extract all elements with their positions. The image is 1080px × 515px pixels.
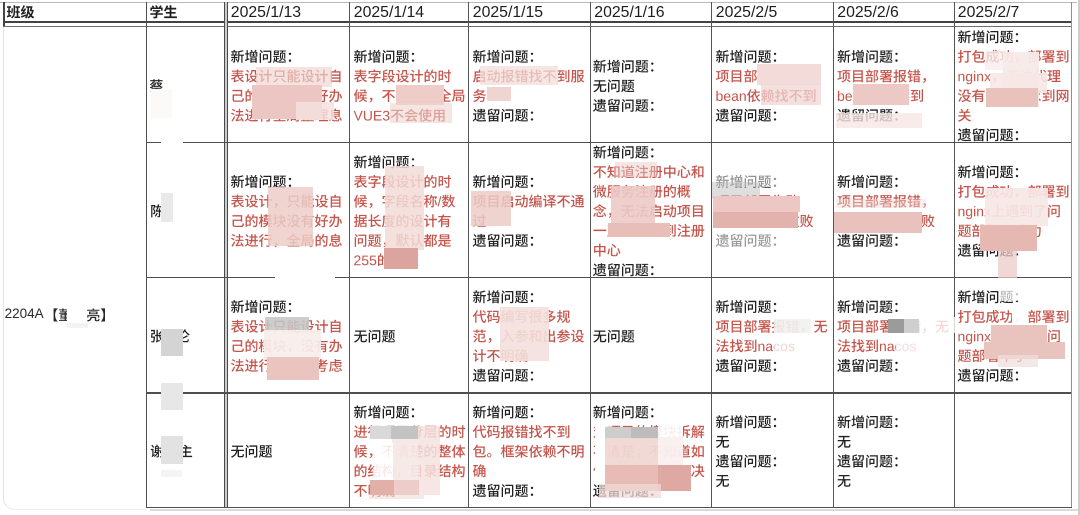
svg-text:2025/1/14: 2025/1/14 [354,4,424,21]
svg-text:2025/1/15: 2025/1/15 [473,4,543,21]
svg-text:2025/1/16: 2025/1/16 [594,4,664,21]
svg-text:2025/2/5: 2025/2/5 [716,4,778,21]
svg-text:2025/1/13: 2025/1/13 [231,4,301,21]
svg-text:2025/2/6: 2025/2/6 [837,4,899,21]
svg-text:2204A: 2204A [5,306,44,321]
svg-text:2025/2/7: 2025/2/7 [958,4,1020,21]
